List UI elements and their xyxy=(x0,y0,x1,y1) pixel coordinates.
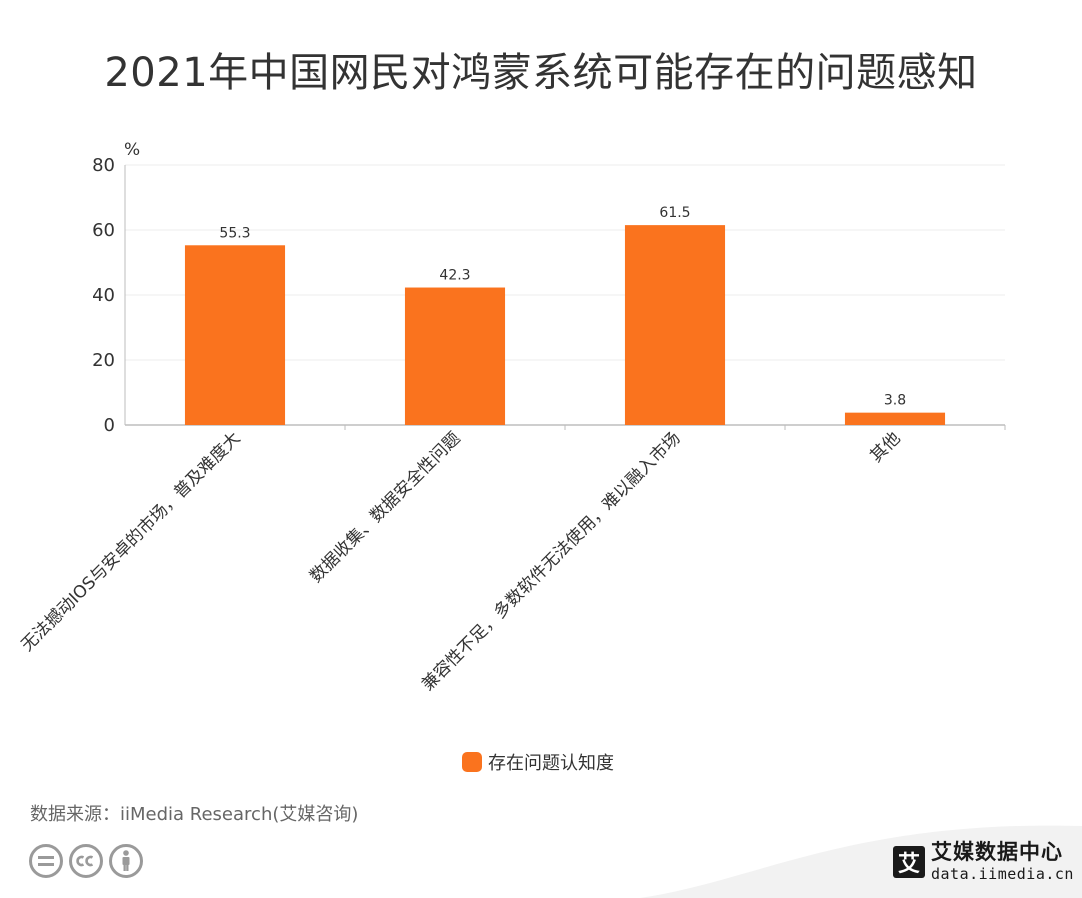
equals-icon xyxy=(29,844,63,878)
y-tick-label: 40 xyxy=(92,285,115,306)
bar-chart: 020406080%55.3无法撼动IOS与安卓的市场，普及难度大42.3数据收… xyxy=(17,140,1006,695)
source-note: 数据来源：iiMedia Research(艾媒咨询) xyxy=(30,804,359,825)
data-label: 3.8 xyxy=(884,393,906,409)
attribution-person-icon xyxy=(109,844,143,878)
legend-label: 存在问题认知度 xyxy=(488,753,614,774)
brand-name: 艾媒数据中心 xyxy=(931,840,1063,864)
data-label: 42.3 xyxy=(439,268,470,284)
bar xyxy=(844,412,946,425)
legend[interactable]: 存在问题认知度 xyxy=(462,750,614,774)
bar xyxy=(184,245,286,425)
y-tick-label: 0 xyxy=(104,415,115,436)
brand-logo-block: 艾 艾媒数据中心 data.iimedia.cn xyxy=(893,842,1074,882)
y-tick-label: 60 xyxy=(92,220,115,241)
bar xyxy=(624,225,726,425)
y-axis-unit-label: % xyxy=(124,140,140,160)
cc-icon xyxy=(69,844,103,878)
legend-swatch xyxy=(462,752,482,772)
chart-title: 2021年中国网民对鸿蒙系统可能存在的问题感知 xyxy=(104,50,978,96)
data-label: 55.3 xyxy=(219,225,250,241)
brand-url: data.iimedia.cn xyxy=(931,865,1074,883)
license-icons xyxy=(28,843,144,879)
y-tick-label: 80 xyxy=(92,155,115,176)
bar xyxy=(404,287,506,425)
y-tick-label: 20 xyxy=(92,350,115,371)
data-label: 61.5 xyxy=(659,205,690,221)
brand-logo-icon: 艾 xyxy=(893,846,925,878)
